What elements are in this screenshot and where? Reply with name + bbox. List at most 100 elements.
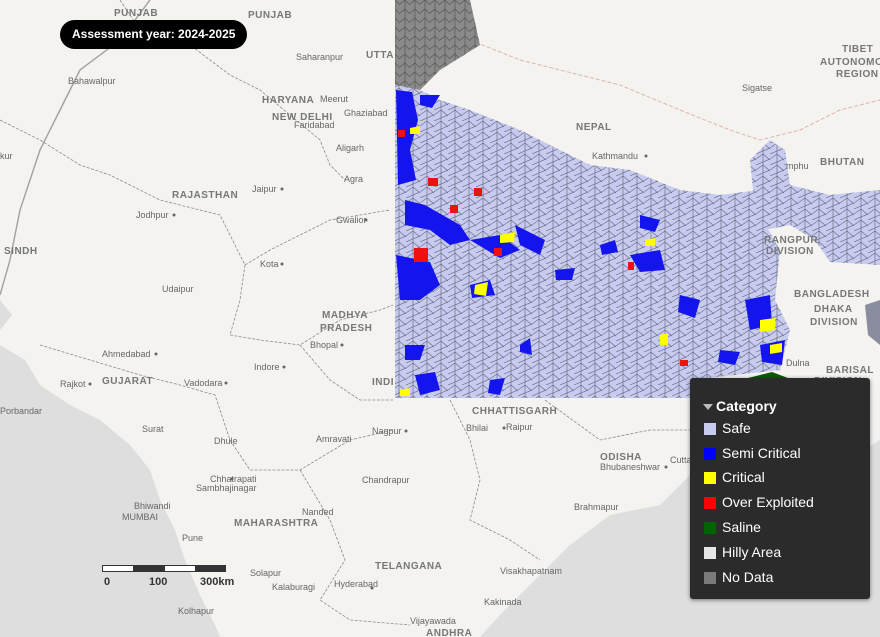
svg-text:Kota: Kota — [260, 259, 279, 269]
svg-text:Raipur: Raipur — [506, 422, 533, 432]
svg-text:Amravati: Amravati — [316, 434, 352, 444]
svg-text:Nagpur: Nagpur — [372, 426, 402, 436]
legend-label: Semi Critical — [722, 445, 801, 461]
svg-text:Ahmedabad: Ahmedabad — [102, 349, 151, 359]
svg-text:UTTA: UTTA — [366, 50, 394, 61]
svg-text:BHUTAN: BHUTAN — [820, 157, 864, 168]
svg-text:mphu: mphu — [786, 161, 809, 171]
svg-text:Sigatse: Sigatse — [742, 83, 772, 93]
svg-text:PUNJAB: PUNJAB — [248, 10, 292, 21]
scale-segment — [164, 565, 196, 572]
svg-text:BARISAL: BARISAL — [826, 365, 874, 376]
legend-swatch — [704, 547, 716, 559]
svg-text:Bhiwandi: Bhiwandi — [134, 501, 171, 511]
svg-text:MADHYA: MADHYA — [322, 310, 368, 321]
scale-label-300km: 300km — [200, 576, 235, 588]
legend-swatch — [704, 497, 716, 509]
svg-text:Aligarh: Aligarh — [336, 143, 364, 153]
svg-text:REGION: REGION — [836, 69, 878, 80]
legend-label: Critical — [722, 469, 765, 485]
svg-text:DIVISION: DIVISION — [766, 246, 814, 257]
assessment-year-badge: Assessment year: 2024-2025 — [60, 20, 248, 49]
legend-title: Category — [716, 398, 777, 414]
svg-text:Saharanpur: Saharanpur — [296, 52, 343, 62]
svg-text:Ghaziabad: Ghaziabad — [344, 108, 388, 118]
svg-text:Dulna: Dulna — [786, 358, 810, 368]
svg-text:Jodhpur: Jodhpur — [136, 210, 169, 220]
svg-text:Solapur: Solapur — [250, 568, 281, 578]
legend-label: Saline — [722, 519, 761, 535]
svg-text:INDI: INDI — [372, 377, 394, 388]
state-boundaries — [0, 0, 690, 626]
svg-text:NEW DELHI: NEW DELHI — [272, 112, 333, 123]
over-exploited-areas — [398, 130, 688, 366]
svg-text:Bahawalpur: Bahawalpur — [68, 76, 116, 86]
svg-text:Udaipur: Udaipur — [162, 284, 194, 294]
svg-text:Kalaburagi: Kalaburagi — [272, 582, 315, 592]
legend-swatch — [704, 522, 716, 534]
northeast-region-mesh — [750, 140, 880, 265]
category-legend[interactable]: Category Safe Semi Critical Critical Ove… — [690, 378, 870, 599]
svg-text:Dhule: Dhule — [214, 436, 238, 446]
collapse-caret-icon[interactable] — [703, 404, 713, 410]
critical-areas — [400, 126, 782, 396]
arabian-sea — [0, 300, 220, 637]
place-labels: Bahawalpur kur Saharanpur Meerut Ghaziab… — [0, 52, 810, 626]
svg-text:Indore: Indore — [254, 362, 280, 372]
city-dots — [88, 154, 668, 590]
tibet-border — [469, 39, 880, 141]
svg-text:Brahmapur: Brahmapur — [574, 502, 619, 512]
svg-text:BANGLADESH: BANGLADESH — [794, 289, 870, 300]
svg-text:Cutta: Cutta — [670, 455, 692, 465]
svg-text:PRADESH: PRADESH — [320, 323, 372, 334]
scale-bar: 0 100 300km — [102, 565, 234, 588]
svg-text:Bhubaneshwar: Bhubaneshwar — [600, 462, 660, 472]
region-labels: PUNJAB PUNJAB UTTA HARYANA NEW DELHI RAJ… — [4, 8, 880, 637]
svg-text:TELANGANA: TELANGANA — [375, 561, 442, 572]
legend-label: Hilly Area — [722, 544, 782, 560]
legend-swatch — [704, 472, 716, 484]
svg-text:MUMBAI: MUMBAI — [122, 512, 158, 522]
svg-text:RAJASTHAN: RAJASTHAN — [172, 190, 238, 201]
svg-text:Agra: Agra — [344, 174, 363, 184]
svg-text:ODISHA: ODISHA — [600, 452, 642, 463]
legend-label: Safe — [722, 420, 751, 436]
svg-text:Pune: Pune — [182, 533, 203, 543]
legend-swatch — [704, 423, 716, 435]
svg-text:Vijayawada: Vijayawada — [410, 616, 456, 626]
svg-text:Sambhajinagar: Sambhajinagar — [196, 483, 257, 493]
svg-text:ANDHRA: ANDHRA — [426, 628, 472, 637]
svg-text:Gwalior: Gwalior — [336, 215, 367, 225]
svg-text:Kathmandu: Kathmandu — [592, 151, 638, 161]
svg-text:TIBET: TIBET — [842, 44, 873, 55]
scale-segment — [195, 565, 226, 572]
svg-text:Visakhapatnam: Visakhapatnam — [500, 566, 562, 576]
svg-text:kur: kur — [0, 151, 13, 161]
svg-text:CHHATTISGARH: CHHATTISGARH — [472, 406, 557, 417]
legend-label: Over Exploited — [722, 494, 814, 510]
svg-text:DIVISION: DIVISION — [810, 317, 858, 328]
scale-segment — [133, 565, 165, 572]
svg-text:GUJARAT: GUJARAT — [102, 376, 153, 387]
svg-text:NEPAL: NEPAL — [576, 122, 612, 133]
scale-label-0: 0 — [104, 576, 111, 588]
svg-text:Hyderabad: Hyderabad — [334, 579, 378, 589]
northeast-edge — [865, 300, 880, 345]
legend-label: No Data — [722, 569, 774, 585]
nodata-region-north-mesh — [395, 0, 480, 90]
svg-text:Vadodara: Vadodara — [184, 378, 222, 388]
svg-text:Kolhapur: Kolhapur — [178, 606, 214, 616]
svg-text:Surat: Surat — [142, 424, 164, 434]
svg-text:SINDH: SINDH — [4, 246, 38, 257]
svg-text:PUNJAB: PUNJAB — [114, 8, 158, 19]
scale-segment — [102, 565, 134, 572]
svg-text:RANGPUR: RANGPUR — [764, 235, 818, 246]
svg-text:DHAKA: DHAKA — [814, 304, 853, 315]
svg-text:Meerut: Meerut — [320, 94, 349, 104]
svg-text:HARYANA: HARYANA — [262, 95, 314, 106]
svg-text:Nanded: Nanded — [302, 507, 334, 517]
svg-text:AUTONOMO: AUTONOMO — [820, 57, 880, 68]
assessment-region-mesh — [395, 85, 790, 398]
svg-text:Kakinada: Kakinada — [484, 597, 522, 607]
svg-text:Chandrapur: Chandrapur — [362, 475, 410, 485]
